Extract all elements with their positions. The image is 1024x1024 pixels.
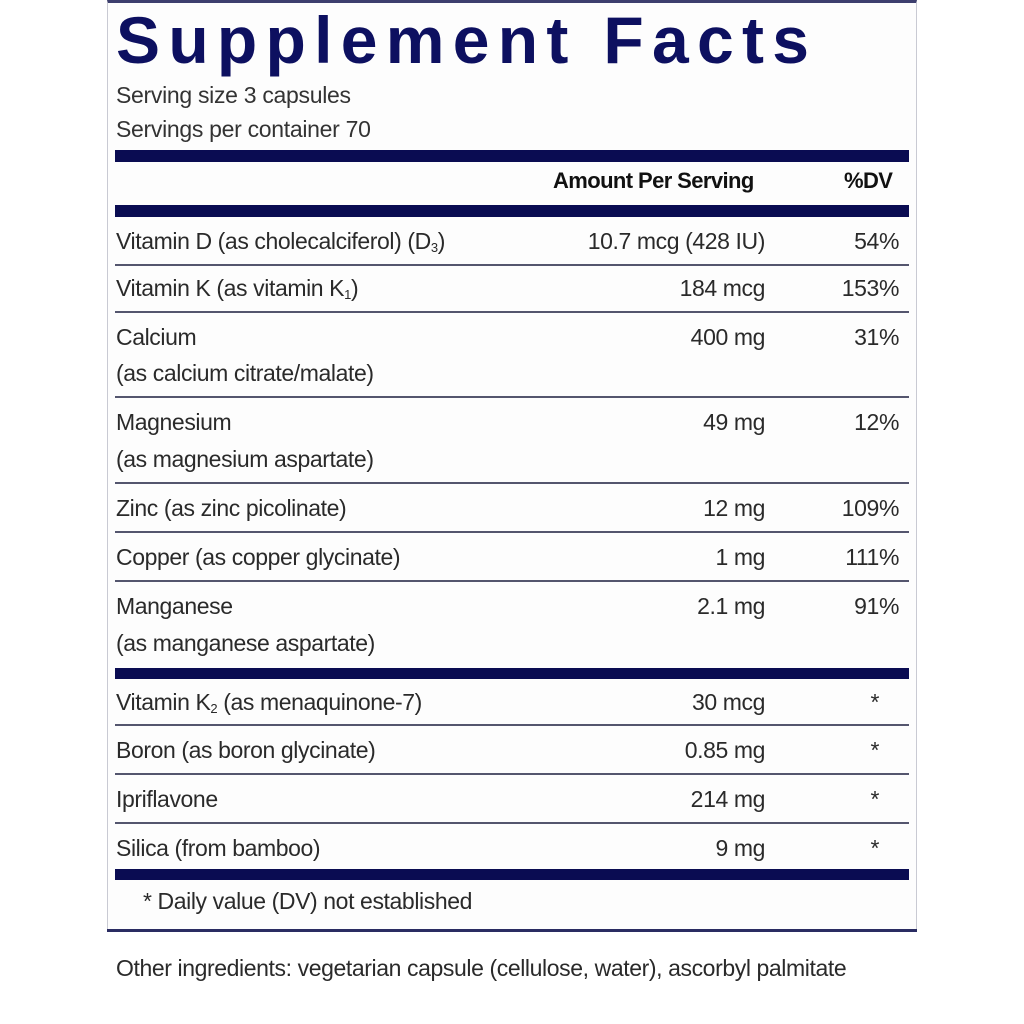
nutrient-amount: 1 mg bbox=[715, 544, 765, 570]
nutrient-name: Vitamin K (as vitamin K1) bbox=[116, 275, 359, 302]
nutrient-amount: 400 mg bbox=[690, 324, 766, 350]
nutrient-source: (as magnesium aspartate) bbox=[116, 446, 374, 472]
row-divider bbox=[115, 311, 909, 313]
row-divider bbox=[115, 396, 909, 398]
nutrient-name: Silica (from bamboo) bbox=[116, 835, 321, 861]
nutrient-amount: 9 mg bbox=[715, 835, 765, 861]
column-header-dv: %DV bbox=[844, 168, 893, 193]
nutrient-dv: * bbox=[870, 835, 879, 861]
other-ingredients: Other ingredients: vegetarian capsule (c… bbox=[116, 955, 847, 981]
nutrient-amount: 2.1 mg bbox=[697, 593, 765, 619]
nutrient-name: Vitamin K2 (as menaquinone-7) bbox=[116, 689, 422, 716]
dv-footnote: * Daily value (DV) not established bbox=[143, 888, 473, 914]
nutrient-amount: 49 mg bbox=[703, 409, 765, 435]
row-divider bbox=[115, 580, 909, 582]
nutrient-name: Copper (as copper glycinate) bbox=[116, 544, 401, 570]
nutrient-amount: 30 mcg bbox=[691, 689, 765, 715]
row-divider bbox=[115, 724, 909, 726]
nutrient-name: Calcium bbox=[116, 324, 197, 350]
nutrient-amount: 0.85 mg bbox=[684, 737, 766, 763]
nutrient-source: (as manganese aspartate) bbox=[116, 630, 375, 656]
nutrient-source: (as calcium citrate/malate) bbox=[116, 360, 374, 386]
servings-per-container: Servings per container 70 bbox=[116, 116, 371, 142]
nutrient-amount: 12 mg bbox=[703, 495, 765, 521]
row-divider bbox=[115, 264, 909, 266]
nutrient-dv: 12% bbox=[854, 409, 899, 435]
thick-divider-middle bbox=[115, 668, 909, 679]
row-divider bbox=[115, 822, 909, 824]
nutrient-dv: * bbox=[870, 737, 879, 763]
nutrient-name: Boron (as boron glycinate) bbox=[116, 737, 376, 763]
nutrient-amount: 10.7 mcg (428 IU) bbox=[587, 228, 766, 254]
nutrient-dv: 91% bbox=[854, 593, 899, 619]
nutrient-name: Magnesium bbox=[116, 409, 232, 435]
nutrient-amount: 214 mg bbox=[690, 786, 766, 812]
nutrient-dv: 111% bbox=[845, 544, 899, 570]
nutrient-name: Zinc (as zinc picolinate) bbox=[116, 495, 347, 521]
nutrient-name: Vitamin D (as cholecalciferol) (D3) bbox=[116, 228, 445, 255]
thick-divider-bottom bbox=[115, 869, 909, 880]
nutrient-dv: 54% bbox=[854, 228, 899, 254]
nutrient-dv: 109% bbox=[841, 495, 900, 521]
nutrient-name: Ipriflavone bbox=[116, 786, 218, 812]
thick-divider-top bbox=[115, 150, 909, 162]
row-divider bbox=[115, 482, 909, 484]
nutrient-amount: 184 mcg bbox=[679, 275, 766, 301]
nutrient-dv: * bbox=[870, 689, 879, 715]
nutrient-name: Manganese bbox=[116, 593, 233, 619]
column-header-amount: Amount Per Serving bbox=[553, 168, 754, 193]
row-divider bbox=[115, 531, 909, 533]
nutrient-dv: 31% bbox=[854, 324, 899, 350]
row-divider bbox=[115, 773, 909, 775]
panel-bottom-border bbox=[107, 929, 917, 932]
label-title: Supplement Facts bbox=[116, 3, 818, 77]
serving-size: Serving size 3 capsules bbox=[116, 82, 351, 108]
nutrient-dv: * bbox=[870, 786, 879, 812]
thick-divider-header bbox=[115, 205, 909, 217]
nutrient-dv: 153% bbox=[841, 275, 900, 301]
